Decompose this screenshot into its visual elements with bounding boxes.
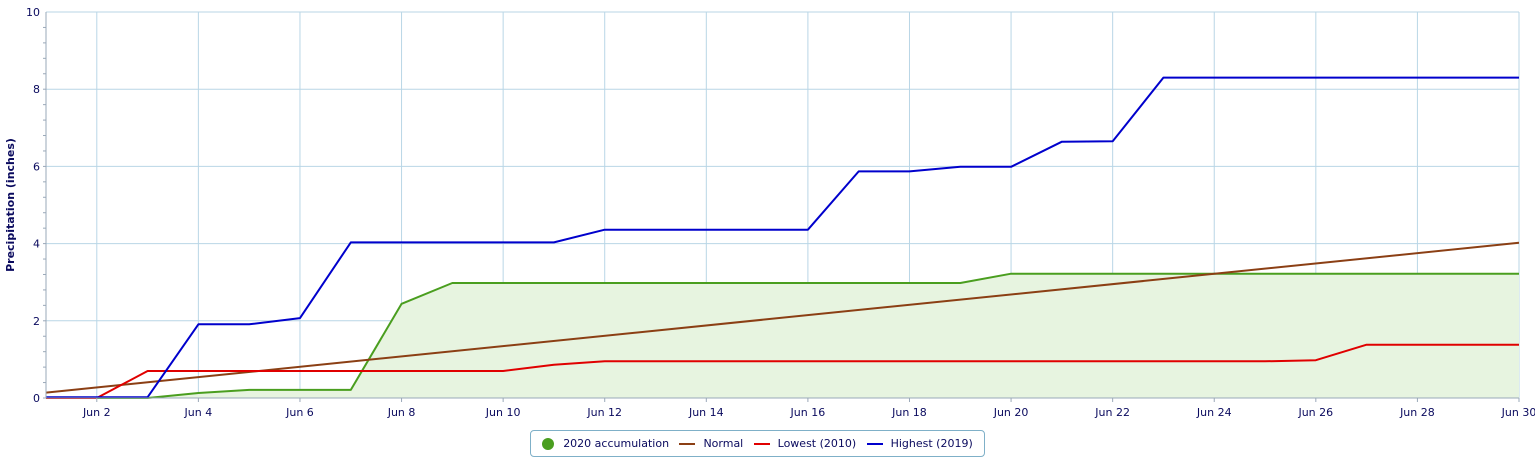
x-tick-label: Jun 2 — [82, 406, 111, 419]
legend-item-lowest-2010[interactable]: Lowest (2010) — [753, 437, 857, 450]
legend-line-icon — [866, 442, 883, 445]
series-line-2020-accumulation — [46, 272, 1519, 399]
legend-item-normal[interactable]: Normal — [679, 437, 743, 450]
series-line-normal — [45, 241, 1520, 394]
legend-line-icon — [753, 442, 770, 445]
y-tick-label: 2 — [33, 315, 40, 328]
legend-label: Highest (2019) — [890, 437, 973, 450]
y-tick-labels: 0 2 4 6 8 10 — [26, 6, 40, 405]
lines-layer — [45, 76, 1520, 399]
axes — [43, 12, 1520, 402]
y-axis-title: Precipitation (inches) — [4, 138, 17, 272]
series-line-lowest-2010 — [46, 343, 1519, 399]
x-tick-label: Jun 26 — [1297, 406, 1333, 419]
legend-label: 2020 accumulation — [563, 437, 670, 450]
series-line-highest-2019 — [46, 76, 1519, 399]
x-tick-label: Jun 6 — [285, 406, 314, 419]
y-tick-label: 4 — [33, 238, 40, 251]
x-tick-label: Jun 28 — [1399, 406, 1435, 419]
x-tick-label: Jun 4 — [184, 406, 213, 419]
x-tick-label: Jun 12 — [586, 406, 622, 419]
legend-line-icon — [679, 442, 696, 445]
x-tick-labels: Jun 2 Jun 4 Jun 6 Jun 8 Jun 10 Jun 12 Jun 14 Ju… — [82, 406, 1535, 419]
legend-item-highest-2019[interactable]: Highest (2019) — [866, 437, 973, 450]
legend-label: Lowest (2010) — [777, 437, 857, 450]
x-tick-label: Jun 30 — [1501, 406, 1535, 419]
y-tick-label: 0 — [33, 392, 40, 405]
area-layer — [46, 273, 1519, 398]
x-tick-label: Jun 24 — [1196, 406, 1232, 419]
x-tick-label: Jun 14 — [688, 406, 724, 419]
x-tick-label: Jun 10 — [485, 406, 521, 419]
x-tick-label: Jun 20 — [993, 406, 1029, 419]
x-tick-label: Jun 22 — [1094, 406, 1130, 419]
series-area-2020-accumulation — [46, 273, 1519, 398]
legend-item-2020-accumulation[interactable]: 2020 accumulation — [542, 437, 669, 450]
x-tick-label: Jun 8 — [387, 406, 416, 419]
y-tick-label: 6 — [33, 160, 40, 173]
legend: 2020 accumulation Normal Lowest (2010) High… — [530, 430, 985, 457]
x-tick-label: Jun 16 — [790, 406, 826, 419]
y-tick-label: 8 — [33, 83, 40, 96]
legend-dot-icon — [542, 437, 555, 450]
legend-label: Normal — [703, 437, 744, 450]
x-tick-label: Jun 18 — [891, 406, 927, 419]
y-tick-label: 10 — [26, 6, 40, 19]
